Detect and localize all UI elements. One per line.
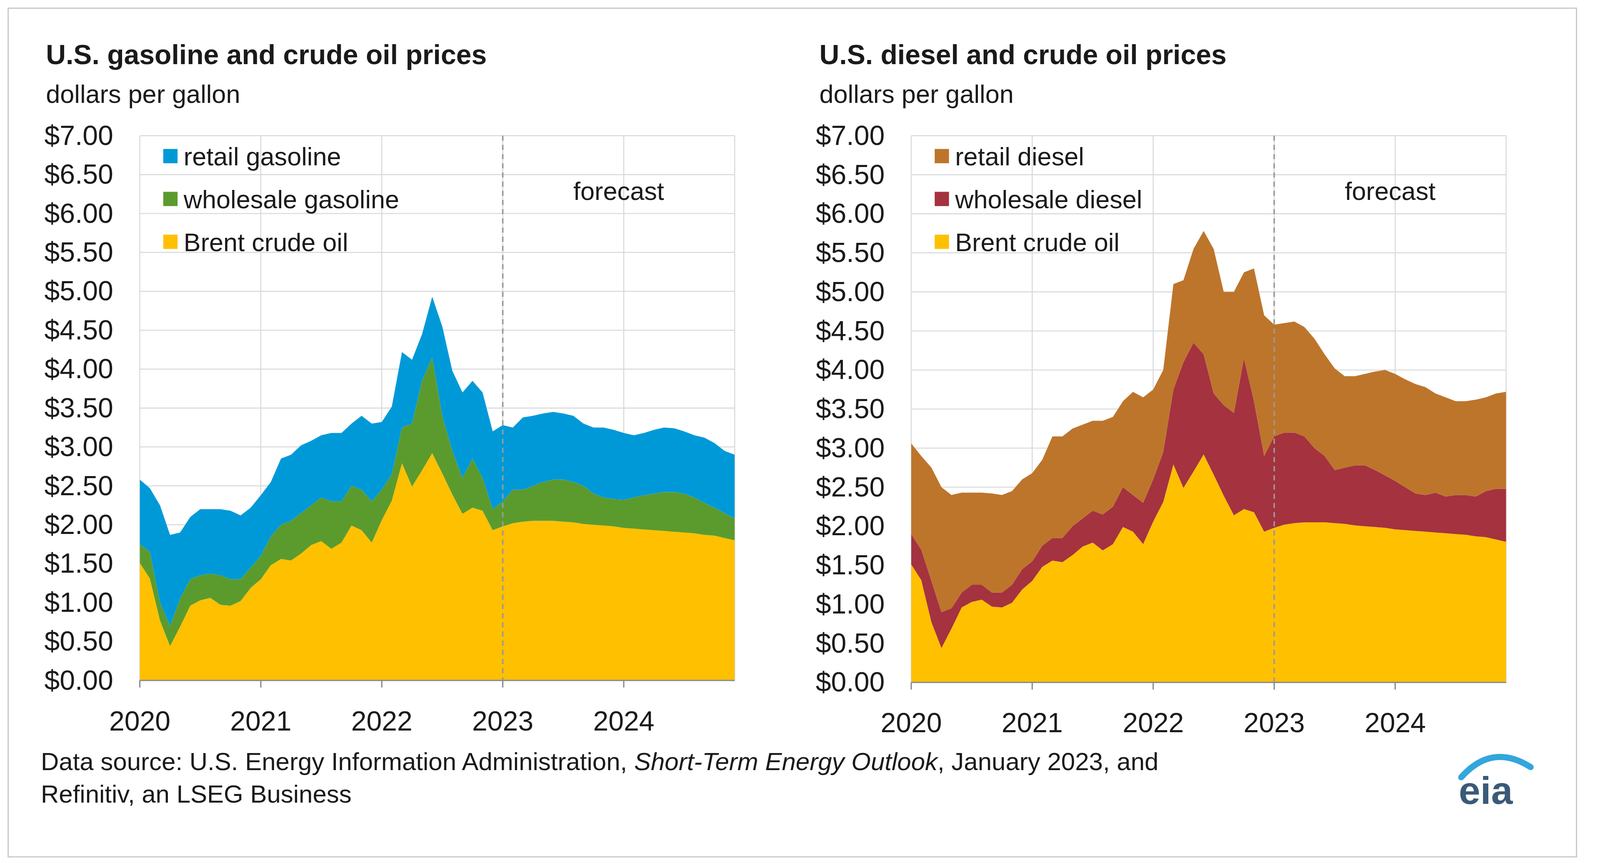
x-axis — [140, 680, 735, 682]
y-tick-label: $6.50 — [44, 158, 113, 190]
y-tick-label: $4.50 — [44, 314, 113, 346]
x-tick — [260, 680, 262, 688]
figure: U.S. gasoline and crude oil prices dollar… — [0, 0, 1600, 863]
area — [911, 231, 1507, 613]
legend-swatch — [934, 234, 949, 249]
x-tick — [622, 680, 625, 688]
source-note: Refinitiv, an LSEG Business — [40, 780, 352, 809]
page: {"chart_data": [ {"type": "area", "stack… — [0, 0, 1600, 863]
legend-label: Brent crude oil — [183, 228, 349, 257]
chart: U.S. gasoline and crude oil prices dollar… — [44, 39, 735, 737]
source-text: , January 2023, and — [937, 747, 1159, 776]
x-tick — [1031, 682, 1033, 690]
annotation: forecast — [1344, 177, 1436, 206]
x-axis — [911, 682, 1507, 684]
chart-subtitle: dollars per gallon — [819, 80, 1014, 109]
x-tick-label: 2024 — [1364, 707, 1426, 739]
grid-line-x — [502, 135, 503, 681]
legend-label: wholesale diesel — [954, 185, 1143, 214]
y-tick-label: $0.00 — [815, 666, 885, 698]
source-text: Short-Term Energy Outlook — [634, 747, 939, 776]
x-tick-label: 2022 — [1122, 707, 1184, 739]
grid-line-y — [911, 682, 1507, 683]
y-tick-label: $1.50 — [815, 549, 885, 581]
y-tick-label: $6.50 — [815, 159, 885, 190]
grid-line-y — [911, 174, 1507, 175]
grid-line-y — [140, 290, 735, 292]
source-text: Data source: U.S. Energy Information Adm… — [40, 747, 635, 776]
forecast-line — [502, 135, 504, 681]
legend-swatch — [163, 234, 178, 249]
chart-subtitle: dollars per gallon — [45, 80, 240, 109]
x-tick — [502, 680, 504, 688]
x-tick-label: 2024 — [592, 705, 655, 737]
y-tick-label: $3.50 — [815, 393, 885, 425]
y-tick-label: $2.00 — [815, 510, 885, 542]
legend-swatch — [163, 149, 178, 164]
legend-swatch — [163, 191, 178, 206]
x-tick-label: 2021 — [230, 705, 292, 737]
chart-title: U.S. diesel and crude oil prices — [819, 39, 1227, 70]
area — [140, 297, 735, 627]
y-tick-label: $4.00 — [44, 353, 113, 385]
x-tick — [139, 680, 141, 688]
x-tick-label: 2023 — [472, 705, 534, 737]
legend-swatch — [934, 191, 949, 206]
y-tick-label: $6.00 — [815, 197, 885, 229]
y-tick-label: $4.50 — [815, 315, 885, 347]
x-tick — [1152, 682, 1154, 690]
y-tick-label: $5.50 — [44, 236, 113, 268]
grid-line-y — [911, 135, 1507, 137]
source-note: Data source: U.S. Energy Information Adm… — [40, 747, 1159, 776]
logo: eia — [1458, 757, 1531, 813]
legend-label: retail diesel — [955, 142, 1085, 171]
x-tick-label: 2021 — [1001, 707, 1063, 739]
y-tick-label: $0.50 — [44, 625, 113, 657]
y-tick-label: $3.00 — [44, 431, 113, 463]
y-tick-label: $4.00 — [815, 354, 885, 385]
annotation: forecast — [573, 177, 665, 206]
x-tick-label: 2023 — [1243, 707, 1305, 739]
y-tick-label: $2.50 — [44, 470, 113, 502]
x-tick-label: 2020 — [880, 707, 942, 739]
grid-line-y — [140, 680, 735, 681]
x-tick — [1394, 682, 1396, 690]
logo-text: eia — [1458, 769, 1514, 813]
y-tick-label: $5.50 — [815, 237, 885, 268]
forecast-line — [1273, 135, 1275, 683]
y-tick-label: $7.00 — [815, 120, 885, 151]
legend-label: retail gasoline — [183, 142, 342, 171]
y-tick-label: $5.00 — [44, 275, 113, 307]
y-tick-label: $2.00 — [44, 509, 113, 540]
legend-swatch — [934, 149, 949, 164]
y-tick-label: $6.00 — [44, 197, 113, 229]
grid-line-y — [140, 135, 735, 137]
y-tick-label: $1.00 — [815, 588, 885, 620]
y-tick-label: $3.50 — [44, 392, 113, 424]
y-tick-label: $0.50 — [815, 627, 885, 659]
chart-title: U.S. gasoline and crude oil prices — [45, 39, 487, 70]
x-tick-label: 2020 — [109, 705, 171, 737]
y-tick-label: $1.50 — [44, 547, 113, 579]
y-tick-label: $3.00 — [815, 432, 885, 464]
y-tick-label: $0.00 — [44, 665, 113, 696]
grid-line-y — [140, 174, 735, 175]
chart: U.S. diesel and crude oil prices dollars … — [815, 39, 1507, 739]
area — [140, 357, 735, 647]
y-tick-label: $2.50 — [815, 471, 885, 503]
x-tick — [910, 682, 912, 690]
legend-label: Brent crude oil — [955, 228, 1120, 257]
figure-frame — [8, 8, 1577, 858]
marks — [140, 297, 735, 681]
marks — [911, 231, 1507, 683]
x-tick — [1273, 682, 1275, 690]
y-tick-label: $5.00 — [815, 276, 885, 308]
x-tick — [381, 680, 383, 688]
y-tick-label: $1.00 — [44, 587, 113, 618]
legend-label: wholesale gasoline — [183, 185, 400, 214]
y-tick-label: $7.00 — [44, 120, 113, 151]
x-tick-label: 2022 — [351, 705, 413, 737]
